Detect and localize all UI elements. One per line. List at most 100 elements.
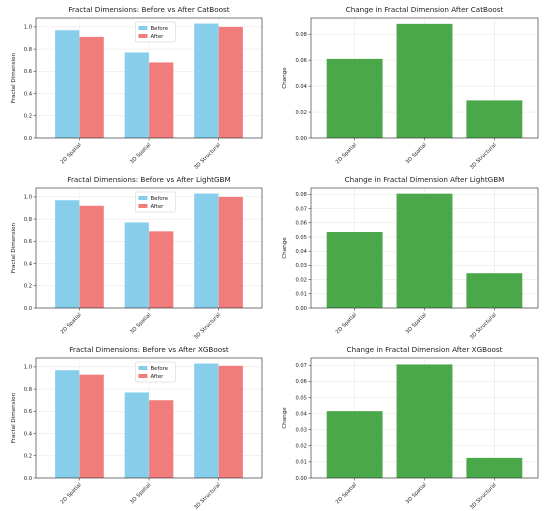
y-tick-label: 0.02 <box>295 110 307 116</box>
x-tick-label: 3D Spatial <box>405 312 428 335</box>
bar-after <box>149 231 174 308</box>
chart-title: Fractal Dimensions: Before vs After XGBo… <box>69 345 229 354</box>
chart-title: Fractal Dimensions: Before vs After Ligh… <box>67 175 230 184</box>
y-tick-label: 0.05 <box>295 395 307 401</box>
x-tick-label: 2D Spatial <box>335 312 358 335</box>
y-tick-label: 1.0 <box>24 195 32 201</box>
x-tick-label: 3D Spatial <box>129 312 152 335</box>
y-tick-label: 0.6 <box>24 69 32 75</box>
y-axis-label: Change <box>282 407 288 429</box>
x-tick-label: 3D Structural <box>193 482 222 511</box>
y-tick-label: 0.8 <box>24 217 32 223</box>
plot-frame <box>35 357 263 479</box>
bar-before <box>194 23 219 138</box>
legend-label: Before <box>150 366 168 372</box>
y-tick-label: 0.00 <box>295 306 307 312</box>
y-axis-label: Fractal Dimension <box>11 222 17 273</box>
y-tick-label: 0.8 <box>24 387 32 393</box>
plot-frame <box>310 17 539 139</box>
x-tick-label: 2D Spatial <box>60 482 83 505</box>
bar-after <box>79 205 104 308</box>
bar-after <box>218 365 243 478</box>
plot-frame <box>35 17 263 139</box>
y-tick-label: 0.0 <box>24 306 32 312</box>
legend-swatch <box>138 374 148 378</box>
legend-swatch <box>138 26 148 30</box>
y-tick-label: 0.2 <box>24 454 32 460</box>
bar-change <box>396 193 453 308</box>
chart-title: Change in Fractal Dimension After CatBoo… <box>346 5 504 14</box>
legend-label: After <box>150 34 164 40</box>
y-tick-label: 0.07 <box>295 363 307 369</box>
bar-before <box>55 370 80 478</box>
y-tick-label: 0.4 <box>24 261 33 267</box>
bar-change <box>396 364 453 478</box>
y-tick-label: 0.4 <box>24 431 33 437</box>
bar-change <box>326 58 383 138</box>
y-tick-label: 0.04 <box>295 249 307 255</box>
plot-frame <box>35 187 263 309</box>
chart-panel: Fractal Dimensions: Before vs After Ligh… <box>11 175 263 341</box>
y-tick-label: 1.0 <box>24 365 32 371</box>
legend: Before After <box>135 361 176 383</box>
legend-swatch <box>138 196 148 200</box>
y-tick-label: 0.00 <box>295 136 307 142</box>
x-tick-label: 3D Structural <box>193 312 222 341</box>
y-tick-label: 0.0 <box>24 476 32 482</box>
chart-panel: Change in Fractal Dimension After XGBoos… <box>282 345 539 511</box>
chart-panel: Change in Fractal Dimension After LightG… <box>282 175 539 341</box>
y-tick-label: 0.06 <box>295 221 307 227</box>
plot-frame <box>310 357 539 479</box>
x-tick-label: 3D Spatial <box>129 482 152 505</box>
x-tick-label: 3D Structural <box>469 142 498 171</box>
legend-label: After <box>150 374 164 380</box>
bar-change <box>326 411 383 478</box>
y-axis-label: Change <box>282 237 288 259</box>
bar-change <box>466 100 523 138</box>
y-tick-label: 0.02 <box>295 444 307 450</box>
legend: Before After <box>135 21 176 43</box>
y-axis-label: Change <box>282 67 288 89</box>
chart-panel: Fractal Dimensions: Before vs After CatB… <box>11 5 263 171</box>
bar-before <box>55 200 80 308</box>
plot-frame <box>310 187 539 309</box>
x-tick-label: 3D Structural <box>469 482 498 511</box>
y-tick-label: 0.05 <box>295 235 307 241</box>
chart-title: Change in Fractal Dimension After LightG… <box>345 175 505 184</box>
legend-label: Before <box>150 26 168 32</box>
bar-after <box>218 26 243 139</box>
legend-swatch <box>138 204 148 208</box>
x-tick-label: 3D Structural <box>193 142 222 171</box>
bar-after <box>149 62 174 138</box>
y-tick-label: 0.00 <box>295 476 307 482</box>
bar-before <box>194 363 219 478</box>
y-tick-label: 0.04 <box>295 411 307 417</box>
x-tick-label: 3D Spatial <box>405 482 428 505</box>
chart-title: Fractal Dimensions: Before vs After CatB… <box>68 5 229 14</box>
legend: Before After <box>135 191 176 213</box>
y-tick-label: 0.08 <box>295 192 307 198</box>
x-tick-label: 2D Spatial <box>335 482 358 505</box>
y-tick-label: 0.07 <box>295 206 307 212</box>
y-tick-label: 0.08 <box>295 32 307 38</box>
y-tick-label: 0.04 <box>295 84 307 90</box>
x-tick-label: 2D Spatial <box>60 142 83 165</box>
legend-swatch <box>138 34 148 38</box>
bar-before <box>55 30 80 138</box>
bar-change <box>326 232 383 308</box>
y-tick-label: 1.0 <box>24 25 32 31</box>
bar-after <box>79 374 104 478</box>
x-tick-label: 3D Spatial <box>405 142 428 165</box>
legend-label: Before <box>150 196 168 202</box>
x-tick-label: 3D Structural <box>469 312 498 341</box>
bar-after <box>218 196 243 308</box>
y-tick-label: 0.06 <box>295 379 307 385</box>
bar-before <box>124 222 149 308</box>
bar-before <box>124 392 149 478</box>
bar-change <box>466 457 523 478</box>
y-axis-label: Fractal Dimension <box>11 392 17 443</box>
x-tick-label: 3D Spatial <box>129 142 152 165</box>
y-tick-label: 0.8 <box>24 47 32 53</box>
y-tick-label: 0.0 <box>24 136 32 142</box>
